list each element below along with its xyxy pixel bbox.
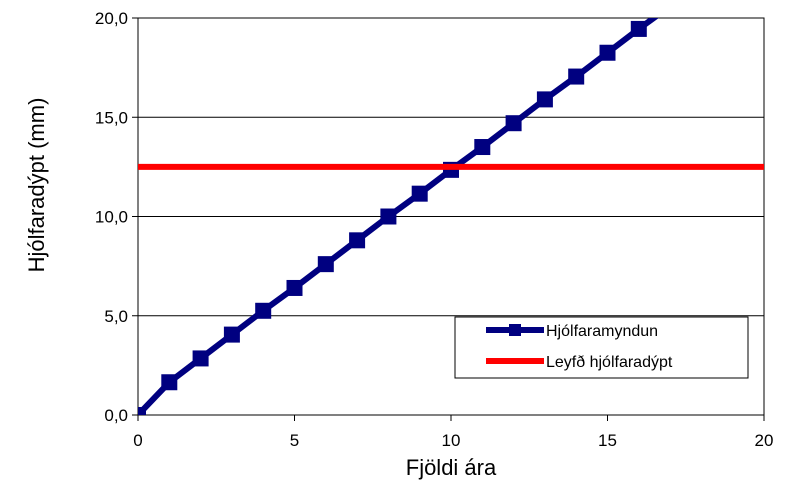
y-tick-label: 15,0	[95, 108, 128, 127]
legend-marker-hjolfaramyndun	[509, 324, 521, 336]
y-tick-label: 0,0	[104, 406, 128, 425]
data-point-hjolfaramyndun	[380, 208, 397, 225]
data-point-hjolfaramyndun	[505, 115, 522, 132]
legend-label-hjolfaramyndun: Hjólfaramyndun	[546, 323, 658, 340]
data-point-hjolfaramyndun	[255, 302, 272, 319]
data-point-hjolfaramyndun	[411, 185, 428, 202]
y-axis-title: Hjólfaradýpt (mm)	[24, 98, 49, 273]
x-tick-label: 10	[442, 431, 461, 450]
data-point-hjolfaramyndun	[138, 407, 146, 415]
x-axis-title: Fjöldi ára	[406, 455, 497, 480]
data-point-hjolfaramyndun	[599, 44, 616, 61]
legend-label-leyfd-hjolfaradypt: Leyfð hjólfaradýpt	[546, 354, 673, 371]
data-point-hjolfaramyndun	[161, 374, 178, 391]
x-tick-label: 15	[598, 431, 617, 450]
y-tick-label: 5,0	[104, 307, 128, 326]
data-point-hjolfaramyndun	[568, 68, 585, 85]
data-point-hjolfaramyndun	[349, 232, 366, 249]
y-tick-label: 10,0	[95, 208, 128, 227]
x-tick-label: 20	[755, 431, 774, 450]
data-point-hjolfaramyndun	[662, 0, 678, 14]
data-point-hjolfaramyndun	[317, 256, 334, 273]
data-point-hjolfaramyndun	[223, 326, 240, 343]
data-point-hjolfaramyndun	[286, 279, 303, 296]
data-point-hjolfaramyndun	[474, 139, 491, 156]
y-tick-label: 20,0	[95, 9, 128, 28]
x-tick-label: 0	[133, 431, 142, 450]
data-point-hjolfaramyndun	[192, 350, 209, 367]
axes: 0,0 5,0 10,0 15,0 20,0 0 5 10 15 20	[95, 9, 774, 450]
grid-lines	[138, 116, 764, 317]
data-point-hjolfaramyndun	[536, 91, 553, 108]
x-tick-label: 5	[290, 431, 299, 450]
series-layer	[138, 0, 764, 415]
data-point-hjolfaramyndun	[630, 20, 647, 37]
legend: Hjólfaramyndun Leyfð hjólfaradýpt	[454, 316, 749, 379]
